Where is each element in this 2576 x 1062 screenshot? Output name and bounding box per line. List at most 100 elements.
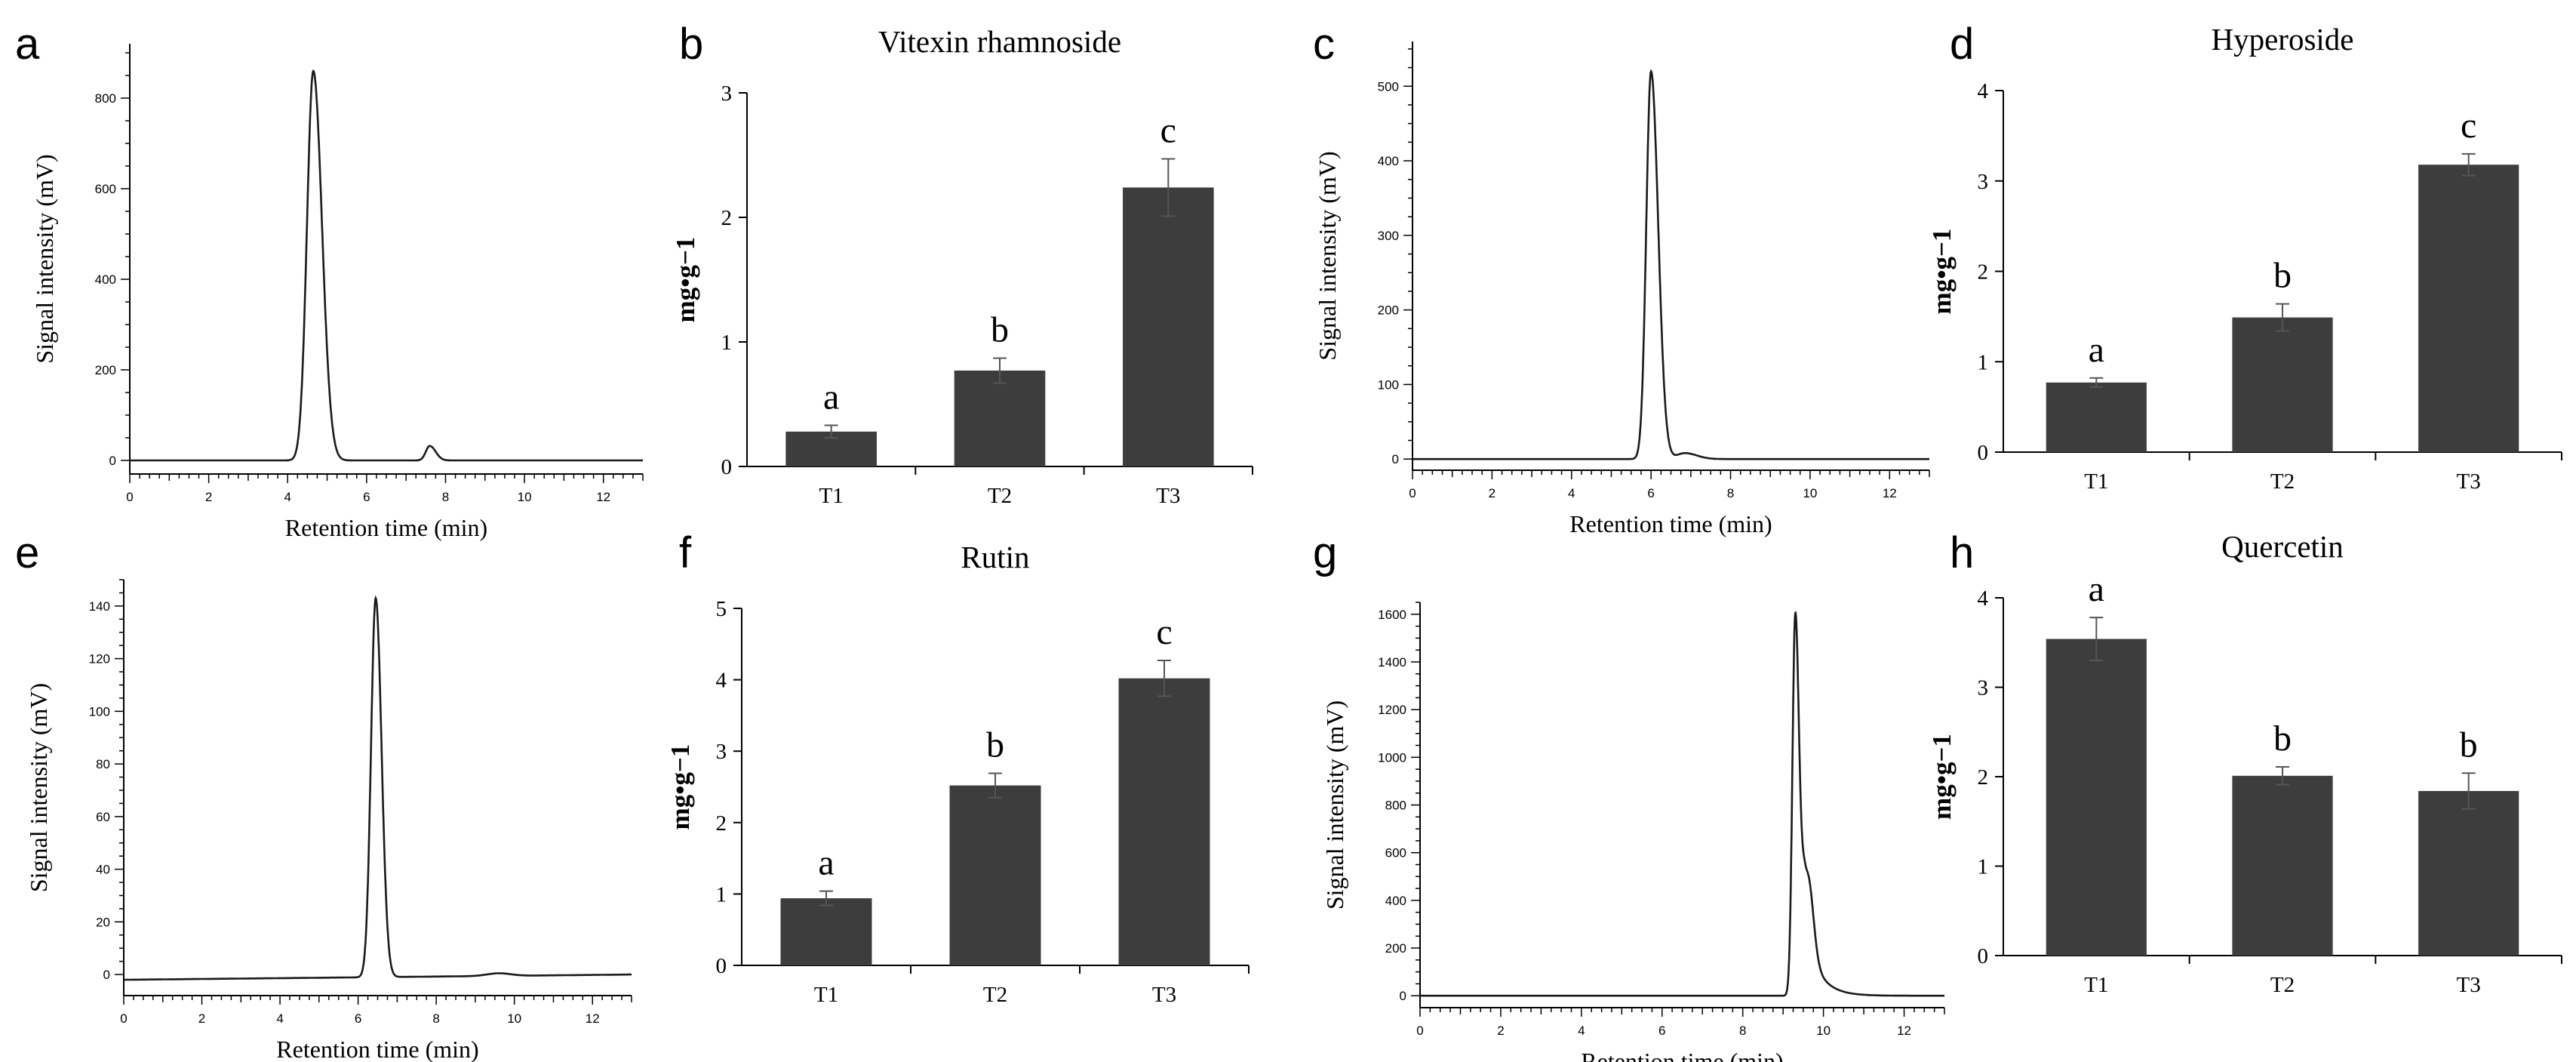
y-tick-label: 4 xyxy=(1978,79,1989,103)
bar-T2 xyxy=(2232,775,2333,956)
x-tick-label: 12 xyxy=(1883,486,1897,500)
bar-T3 xyxy=(2418,165,2519,452)
chart-title: Hyperoside xyxy=(2211,22,2353,57)
panel-letter-a: a xyxy=(15,20,40,69)
x-tick-label: 6 xyxy=(355,1011,361,1026)
x-tick-label: 6 xyxy=(1647,486,1654,500)
significance-letter: c xyxy=(1160,110,1176,150)
y-tick-label: 5 xyxy=(716,597,727,621)
x-tick-label: 2 xyxy=(205,490,212,504)
y-tick-label: 2 xyxy=(1978,765,1989,790)
x-axis-label: Retention time (min) xyxy=(285,514,487,541)
bar-T1 xyxy=(2046,382,2147,452)
y-tick-label: 500 xyxy=(1378,79,1399,94)
x-tick-label: 12 xyxy=(1897,1024,1911,1038)
x-tick-label: 0 xyxy=(126,490,133,504)
significance-letter: b xyxy=(2460,725,2478,765)
y-tick-label: 0 xyxy=(103,968,110,982)
x-tick-label: 4 xyxy=(276,1011,283,1026)
y-axis-label: mg•g−1 xyxy=(1927,229,1957,315)
x-tick-label: 6 xyxy=(363,490,370,504)
x-tick-label: T1 xyxy=(2084,973,2108,997)
y-tick-label: 1600 xyxy=(1378,608,1406,622)
chromatogram-panel-g: 0 2 4 6 8 10 12 0 200 400 600 800 1000 1200 1400 1600 Re… xyxy=(1321,602,1945,1062)
y-tick-label: 0 xyxy=(1392,452,1399,466)
x-tick-label: 4 xyxy=(1568,486,1575,500)
significance-letter: a xyxy=(2089,569,2104,609)
bar-chart-panel-b: Vitexin rhamnoside 0 1 2 3 mg•g−1 a T1 b T2 c T3 xyxy=(671,24,1253,508)
x-tick-label: T3 xyxy=(2457,469,2481,494)
y-tick-label: 1 xyxy=(1978,350,1989,374)
y-tick-label: 400 xyxy=(1385,894,1406,908)
y-axis-label: mg•g−1 xyxy=(666,744,695,830)
bar-T2 xyxy=(954,370,1046,466)
significance-letter: b xyxy=(986,725,1004,765)
x-tick-label: 6 xyxy=(1658,1024,1665,1038)
y-tick-label: 4 xyxy=(1978,586,1989,611)
significance-letter: b xyxy=(991,309,1009,349)
bar-T3 xyxy=(2418,790,2519,956)
y-axis-label: Signal intensity (mV) xyxy=(25,683,52,892)
significance-letter: a xyxy=(2089,330,2104,370)
y-tick-label: 1400 xyxy=(1378,655,1406,670)
x-tick-label: 4 xyxy=(1578,1024,1585,1038)
bar-T3 xyxy=(1123,187,1214,466)
chromatogram-trace xyxy=(1420,611,1944,997)
x-axis-label: Retention time (min) xyxy=(276,1036,478,1062)
y-tick-label: 1200 xyxy=(1378,703,1406,717)
chromatogram-panel-a: 0 2 4 6 8 10 12 0 200 400 600 800 Retention time (mi… xyxy=(31,44,644,541)
x-tick-label: T3 xyxy=(1152,983,1176,1007)
x-tick-label: 10 xyxy=(507,1011,521,1026)
y-tick-label: 100 xyxy=(89,704,110,719)
x-tick-label: T3 xyxy=(1156,484,1180,508)
significance-letter: c xyxy=(1156,612,1172,652)
y-axis-label: mg•g−1 xyxy=(1927,734,1957,820)
chromatogram-trace xyxy=(124,595,632,981)
x-tick-label: 0 xyxy=(1416,1024,1423,1038)
bar-T2 xyxy=(949,785,1041,965)
y-tick-label: 3 xyxy=(721,82,733,106)
y-tick-label: 0 xyxy=(1978,441,1989,465)
bar-T2 xyxy=(2232,317,2333,452)
significance-letter: c xyxy=(2461,106,2476,146)
chart-title: Vitexin rhamnoside xyxy=(878,24,1121,59)
significance-letter: b xyxy=(2273,719,2292,759)
bar-chart-panel-f: Rutin 0 1 2 3 4 5 mg•g−1 a T1 b T2 c T3 xyxy=(666,540,1250,1007)
x-tick-label: T1 xyxy=(2084,469,2108,494)
y-tick-label: 400 xyxy=(1378,154,1399,168)
y-tick-label: 80 xyxy=(96,757,110,771)
x-tick-label: 0 xyxy=(120,1011,127,1026)
y-tick-label: 100 xyxy=(1378,377,1399,392)
y-axis-label: Signal intensity (mV) xyxy=(31,154,58,363)
bar-chart-panel-h: Quercetin 0 1 2 3 4 mg•g−1 a T1 b T2 b T3 xyxy=(1927,529,2562,997)
y-tick-label: 300 xyxy=(1378,229,1399,243)
y-axis-label: Signal intensity (mV) xyxy=(1321,700,1348,910)
x-tick-label: 2 xyxy=(1497,1024,1504,1038)
x-tick-label: T2 xyxy=(983,983,1007,1007)
y-tick-label: 0 xyxy=(1978,944,1989,968)
x-tick-label: 8 xyxy=(442,490,449,504)
panel-letter-h: h xyxy=(1950,528,1974,577)
significance-letter: b xyxy=(2273,256,2292,296)
x-axis-label: Retention time (min) xyxy=(1569,510,1772,537)
x-tick-label: 10 xyxy=(518,490,532,504)
y-tick-label: 20 xyxy=(96,915,110,929)
x-tick-label: 2 xyxy=(1489,486,1495,500)
x-tick-label: 12 xyxy=(586,1011,600,1026)
bar-T1 xyxy=(2046,639,2147,956)
significance-letter: a xyxy=(823,377,839,417)
y-axis-label: Signal intensity (mV) xyxy=(1314,151,1341,360)
panel-letter-f: f xyxy=(679,528,692,577)
x-tick-label: 8 xyxy=(1739,1024,1746,1038)
chromatogram-trace xyxy=(1412,69,1929,460)
y-tick-label: 3 xyxy=(1978,676,1989,700)
y-tick-label: 600 xyxy=(1385,846,1406,860)
y-tick-label: 140 xyxy=(89,599,110,614)
x-tick-label: 12 xyxy=(596,490,610,504)
y-tick-label: 0 xyxy=(1400,989,1406,1003)
x-tick-label: T2 xyxy=(2270,469,2295,494)
y-tick-label: 200 xyxy=(95,363,116,377)
x-tick-label: T2 xyxy=(2270,973,2295,997)
y-tick-label: 2 xyxy=(716,811,727,836)
y-tick-label: 60 xyxy=(96,810,110,824)
